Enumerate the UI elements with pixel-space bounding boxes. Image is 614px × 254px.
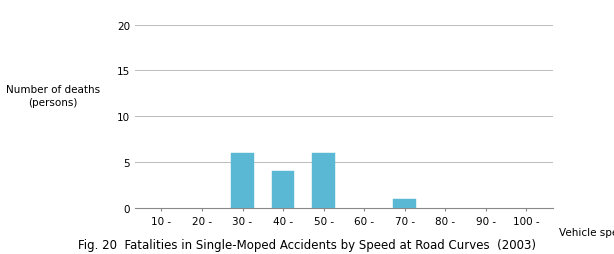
Bar: [272, 172, 294, 208]
Bar: [231, 153, 254, 208]
Bar: [394, 199, 416, 208]
Text: Fig. 20  Fatalities in Single-Moped Accidents by Speed at Road Curves  (2003): Fig. 20 Fatalities in Single-Moped Accid…: [78, 239, 536, 251]
Text: Number of deaths
(persons): Number of deaths (persons): [6, 85, 100, 108]
Text: Vehicle speed  (km/h): Vehicle speed (km/h): [559, 227, 614, 237]
Bar: [313, 153, 335, 208]
